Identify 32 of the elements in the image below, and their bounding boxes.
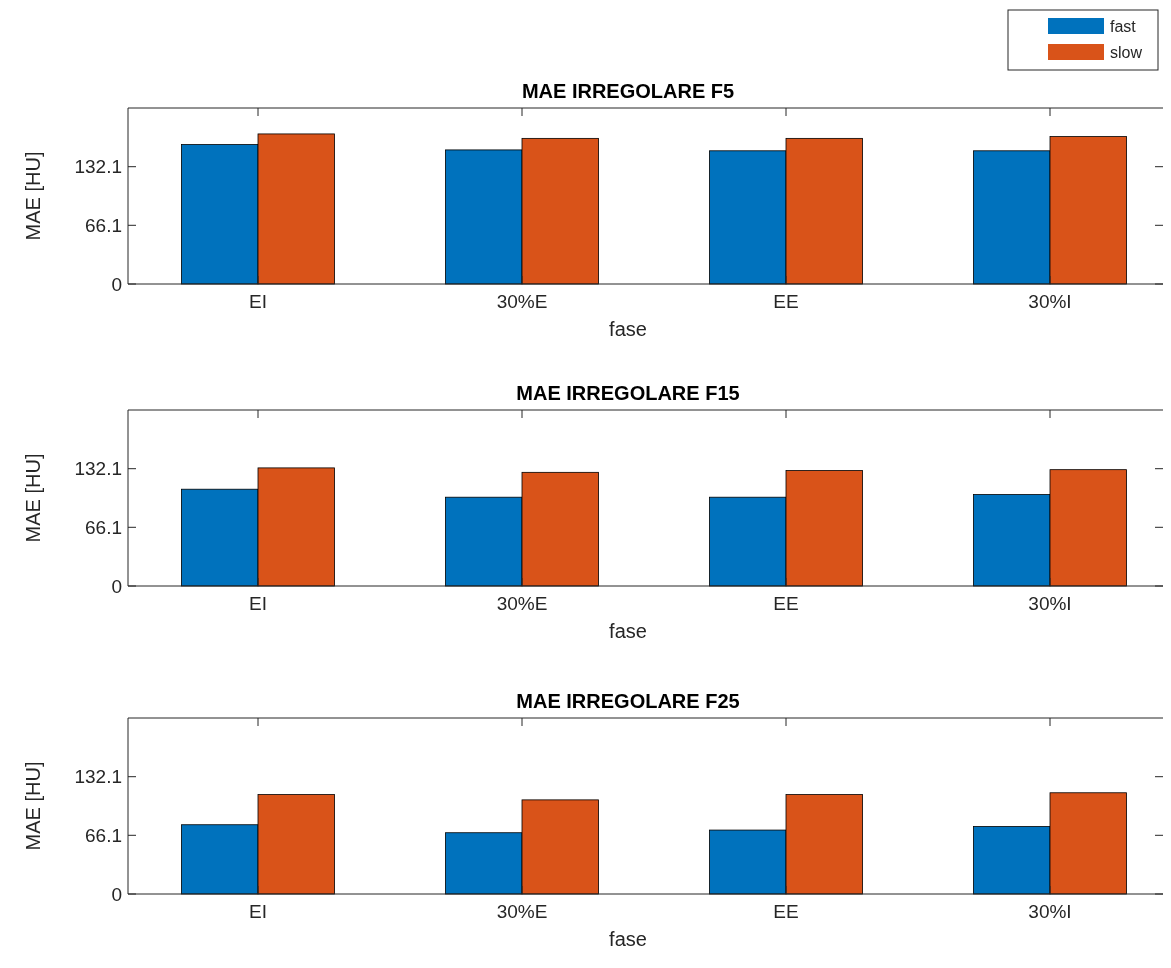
x-tick-label: 30%E <box>496 901 548 922</box>
chart-title: MAE IRREGOLARE F5 <box>521 80 735 102</box>
x-tick-label: EE <box>773 901 799 922</box>
y-tick-label: 132.1 <box>74 458 122 480</box>
chart-title: MAE IRREGOLARE F25 <box>516 690 740 712</box>
chart-title: MAE IRREGOLARE F15 <box>516 382 740 404</box>
x-axis-title: fase <box>609 620 647 642</box>
legend-label: slow <box>1110 43 1143 61</box>
y-tick-label: 66.1 <box>85 824 122 846</box>
x-tick-label: EI <box>249 291 267 312</box>
legend-label: fast <box>1110 17 1137 35</box>
x-tick-label: EI <box>249 901 267 922</box>
y-axis-title: MAE [HU] <box>22 453 44 543</box>
y-tick-label: 66.1 <box>85 214 122 236</box>
y-tick-label: 0 <box>111 575 122 597</box>
x-axis-title: fase <box>609 928 647 950</box>
x-tick-label: 30%I <box>1028 291 1072 312</box>
x-tick-label: EE <box>773 291 799 312</box>
x-tick-label: 30%I <box>1028 901 1072 922</box>
y-axis-title: MAE [HU] <box>22 151 44 241</box>
x-tick-label: 30%E <box>496 593 548 614</box>
y-tick-label: 66.1 <box>85 516 122 538</box>
x-axis-title: fase <box>609 318 647 340</box>
x-tick-label: 30%I <box>1028 593 1072 614</box>
y-tick-label: 132.1 <box>74 156 122 178</box>
x-tick-label: 30%E <box>496 291 548 312</box>
x-tick-label: EI <box>249 593 267 614</box>
y-tick-label: 0 <box>111 273 122 295</box>
y-tick-label: 0 <box>111 883 122 905</box>
x-tick-label: EE <box>773 593 799 614</box>
y-axis-title: MAE [HU] <box>22 761 44 851</box>
y-tick-label: 132.1 <box>74 766 122 788</box>
